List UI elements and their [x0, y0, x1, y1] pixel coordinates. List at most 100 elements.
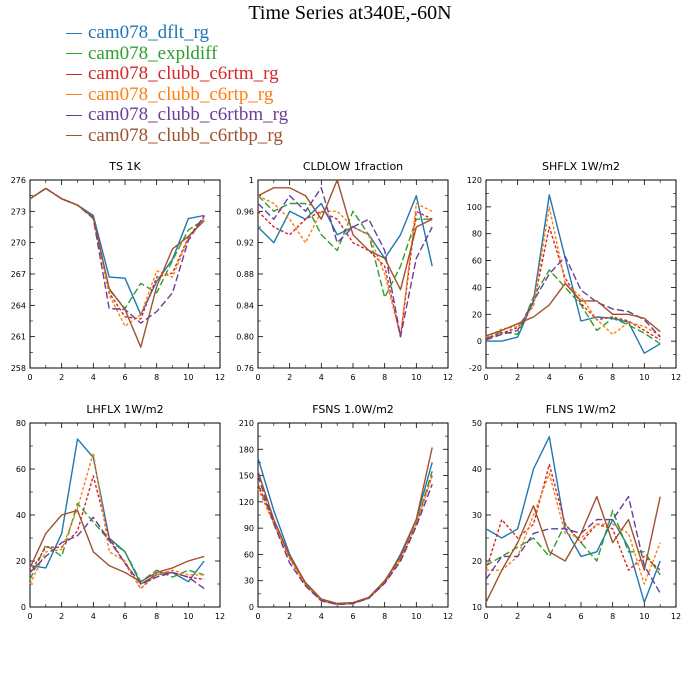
y-tick-label: 60	[472, 257, 482, 266]
series-line	[29, 187, 205, 324]
x-tick-label: 2	[59, 612, 64, 621]
x-tick-label: 0	[27, 612, 32, 621]
y-tick-label: 0.80	[236, 333, 254, 342]
y-tick-label: 210	[239, 419, 254, 428]
y-tick-label: 0	[249, 603, 254, 612]
chart-panel: TS 1K 258 261 264 267 270 273 276 0 2 4 6 8 10 12	[11, 160, 225, 382]
y-tick-label: 0.84	[236, 301, 254, 310]
chart-title: LHFLX 1W/m2	[86, 403, 163, 416]
y-tick-label: 100	[467, 203, 482, 212]
plot-frame	[29, 179, 221, 369]
y-tick-label: 180	[239, 445, 254, 454]
y-tick-label: 0	[21, 603, 26, 612]
y-tick-label: 276	[11, 176, 26, 185]
x-tick-label: 4	[91, 612, 96, 621]
x-tick-label: 0	[483, 373, 488, 382]
x-tick-label: 2	[287, 612, 292, 621]
legend-label: cam078_expldiff	[88, 42, 218, 64]
y-tick-label: 40	[472, 465, 482, 474]
chart-title: CLDLOW 1fraction	[303, 160, 403, 173]
x-tick-label: 10	[183, 612, 193, 621]
series-line	[485, 206, 661, 338]
legend-swatch	[66, 53, 82, 55]
y-tick-label: 270	[11, 239, 26, 248]
series-line	[29, 509, 205, 583]
series-line	[257, 179, 433, 291]
legend: cam078_dflt_rg cam078_expldiff cam078_club…	[66, 23, 288, 146]
x-tick-label: 4	[547, 373, 552, 382]
x-tick-label: 10	[411, 612, 421, 621]
y-tick-label: 20	[472, 310, 482, 319]
x-tick-label: 12	[671, 373, 681, 382]
x-tick-label: 2	[515, 612, 520, 621]
x-tick-label: 0	[27, 373, 32, 382]
x-tick-label: 10	[639, 373, 649, 382]
x-tick-label: 6	[122, 612, 127, 621]
chart-panel: LHFLX 1W/m2 0 20 40 60 80 0 2 4 6 8 10 12	[16, 403, 225, 621]
legend-item: cam078_clubb_c6rtbm_rg	[66, 105, 288, 126]
legend-swatch	[66, 135, 82, 137]
x-tick-label: 4	[547, 612, 552, 621]
plot-frame	[485, 422, 677, 608]
series-line	[29, 187, 205, 348]
y-tick-label: 120	[239, 498, 254, 507]
y-tick-label: 80	[472, 230, 482, 239]
y-tick-label: 0.76	[236, 364, 254, 373]
x-tick-label: 6	[350, 373, 355, 382]
x-tick-label: 8	[610, 612, 615, 621]
y-tick-label: 60	[16, 465, 26, 474]
series-line	[485, 509, 661, 576]
series-line	[485, 463, 661, 571]
series-line	[257, 447, 433, 605]
series-line	[257, 475, 433, 606]
x-tick-label: 6	[578, 612, 583, 621]
y-tick-label: 80	[16, 419, 26, 428]
y-tick-label: 50	[472, 419, 482, 428]
y-tick-label: 120	[467, 176, 482, 185]
x-tick-label: 2	[515, 373, 520, 382]
series-line	[485, 282, 661, 337]
x-tick-label: 12	[671, 612, 681, 621]
series-line	[257, 457, 433, 606]
y-tick-label: 40	[472, 283, 482, 292]
series-line	[485, 436, 661, 604]
series-line	[485, 269, 661, 345]
x-tick-label: 0	[255, 612, 260, 621]
series-line	[486, 194, 661, 354]
y-tick-label: 60	[244, 550, 254, 559]
legend-label: cam078_clubb_c6rtm_rg	[88, 63, 279, 85]
legend-item: cam078_clubb_c6rtbp_rg	[66, 125, 288, 147]
x-tick-label: 0	[255, 373, 260, 382]
x-tick-label: 2	[59, 373, 64, 382]
series-line	[485, 226, 661, 341]
x-tick-label: 2	[287, 373, 292, 382]
legend-item: cam078_dflt_rg	[66, 23, 288, 44]
x-tick-label: 6	[578, 373, 583, 382]
y-tick-label: 10	[472, 603, 482, 612]
x-tick-label: 6	[122, 373, 127, 382]
series-line	[29, 187, 205, 316]
x-tick-label: 4	[91, 373, 96, 382]
legend-swatch	[66, 114, 82, 116]
legend-item: cam078_clubb_c6rtp_rg	[66, 83, 288, 106]
x-tick-label: 8	[154, 373, 159, 382]
y-tick-label: 261	[11, 333, 26, 342]
legend-item: cam078_expldiff	[66, 42, 288, 65]
y-tick-label: 150	[239, 472, 254, 481]
y-tick-label: 0.96	[236, 207, 254, 216]
x-tick-label: 8	[382, 373, 387, 382]
figure-title: Time Series at340E,-60N	[248, 2, 452, 24]
series-line	[257, 195, 433, 299]
x-tick-label: 10	[183, 373, 193, 382]
x-tick-label: 6	[350, 612, 355, 621]
legend-label: cam078_clubb_c6rtp_rg	[88, 83, 274, 105]
series-line	[29, 187, 205, 310]
series-line	[29, 438, 205, 585]
legend-swatch	[66, 73, 82, 75]
series-line	[257, 195, 433, 338]
series-line	[29, 187, 205, 320]
x-tick-label: 12	[443, 373, 453, 382]
legend-swatch	[66, 94, 82, 96]
y-tick-label: 30	[472, 511, 482, 520]
